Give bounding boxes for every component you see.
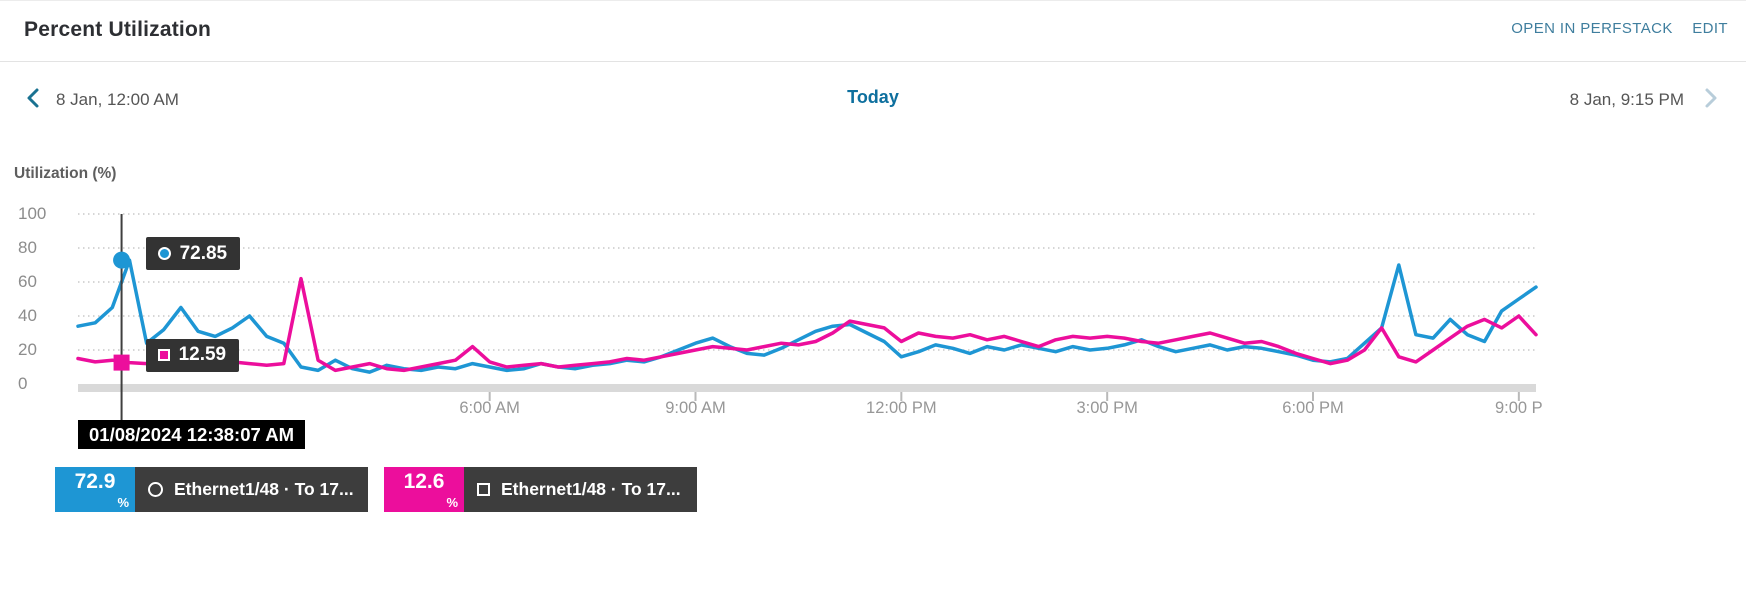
legend-value-badge: 72.9 % — [55, 467, 135, 512]
series-line-1 — [76, 258, 1538, 374]
y-axis-tick-label: 20 — [18, 340, 37, 359]
x-axis-tick-label: 6:00 AM — [459, 399, 520, 417]
legend-value: 72.9 — [74, 470, 116, 493]
legend-item-series1[interactable]: 72.9 % Ethernet1/48 · To 17... — [55, 467, 368, 512]
legend-unit: % — [117, 495, 129, 510]
y-axis-tick-label: 40 — [18, 306, 37, 325]
y-axis-tick-label: 0 — [18, 374, 28, 393]
hover-marker-series2 — [113, 354, 130, 371]
chart-svg — [76, 213, 1538, 421]
tooltip-series2-value: 12.59 — [178, 344, 227, 366]
series-line-2 — [76, 276, 1538, 373]
x-axis-tick-label: 3:00 PM — [1076, 399, 1138, 417]
y-axis-title: Utilization (%) — [14, 165, 117, 182]
crosshair-date-tooltip: 01/08/2024 12:38:07 AM — [78, 420, 306, 449]
chevron-left-icon — [27, 88, 39, 108]
chevron-right-icon — [1705, 88, 1717, 108]
legend-unit: % — [446, 495, 458, 510]
tooltip-series1-value: 72.85 — [179, 242, 228, 264]
today-button[interactable]: Today — [847, 87, 899, 107]
widget-header: Percent Utilization OPEN IN PERFSTACK ED… — [0, 1, 1746, 62]
hover-marker-series1 — [113, 251, 131, 269]
open-in-perfstack-link[interactable]: OPEN IN PERFSTACK — [1511, 20, 1673, 37]
series1-circle-icon — [148, 482, 163, 497]
tooltip-series2: 12.59 — [145, 338, 240, 372]
legend-series-label: Ethernet1/48 · To 17... — [501, 479, 681, 499]
legend-value: 12.6 — [403, 470, 445, 493]
x-axis-tick-label: 12:00 PM — [866, 399, 937, 417]
time-range-nav: 8 Jan, 12:00 AM Today 8 Jan, 9:15 PM — [0, 63, 1746, 135]
chart-area[interactable]: 0 20 40 60 80 100 6:00 AM 9:00 AM 12:00 PM 3:00 … — [0, 201, 1746, 471]
chart-legend: 72.9 % Ethernet1/48 · To 17... 12.6 % Et… — [0, 467, 1746, 512]
x-axis-tick-label: 9:00 P — [1494, 399, 1543, 417]
tooltip-series1: 72.85 — [145, 237, 241, 271]
x-axis-tick-label: 6:00 PM — [1282, 399, 1344, 417]
series2-square-icon — [477, 483, 490, 496]
x-axis-bar — [78, 384, 1536, 392]
header-actions: OPEN IN PERFSTACK EDIT — [1496, 20, 1728, 38]
time-range-start-label: 8 Jan, 12:00 AM — [56, 90, 179, 109]
x-axis-tick-label: 9:00 AM — [665, 399, 726, 417]
series2-square-icon — [157, 349, 170, 362]
y-axis-tick-label: 60 — [18, 272, 37, 291]
edit-link[interactable]: EDIT — [1692, 20, 1728, 37]
page-title: Percent Utilization — [24, 18, 211, 41]
legend-value-badge: 12.6 % — [384, 467, 464, 512]
prev-time-range-button[interactable] — [22, 87, 44, 109]
y-axis-tick-label: 100 — [18, 204, 47, 223]
legend-item-series2[interactable]: 12.6 % Ethernet1/48 · To 17... — [384, 467, 697, 512]
next-time-range-button[interactable] — [1700, 87, 1722, 109]
legend-series-label: Ethernet1/48 · To 17... — [174, 479, 354, 499]
time-range-end-label: 8 Jan, 9:15 PM — [1569, 90, 1684, 109]
y-axis-tick-label: 80 — [18, 238, 37, 257]
series1-circle-icon — [157, 247, 171, 261]
